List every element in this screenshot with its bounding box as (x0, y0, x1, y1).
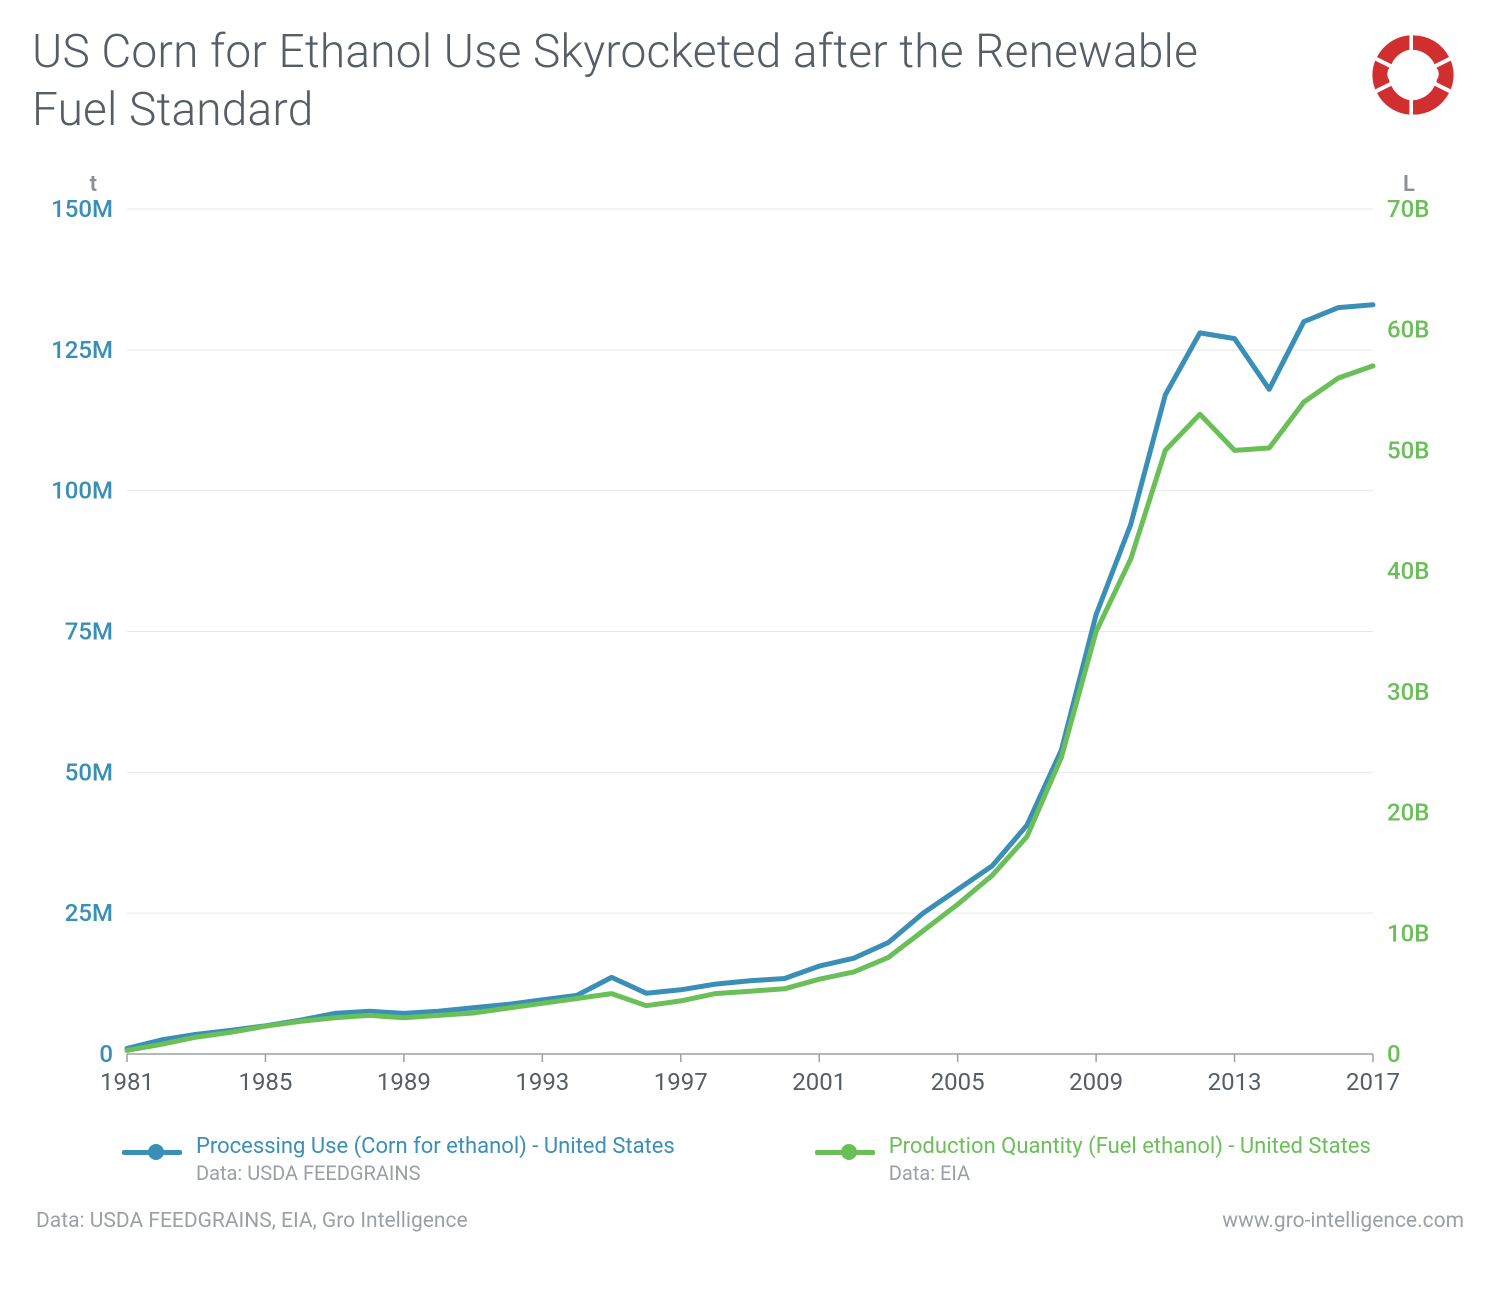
chart-title: US Corn for Ethanol Use Skyrocketed afte… (32, 24, 1232, 139)
svg-text:2013: 2013 (1208, 1068, 1262, 1096)
svg-text:75M: 75M (65, 618, 113, 646)
svg-text:50B: 50B (1387, 436, 1429, 464)
dual-axis-line-chart: 0 25M 50M 75M 100M 125M 150M 0 10B 20B 30B 40B 50B 60… (32, 161, 1468, 1116)
svg-text:30B: 30B (1387, 678, 1429, 706)
svg-text:70B: 70B (1387, 195, 1429, 223)
footer-url: www.gro-intelligence.com (1222, 1209, 1464, 1233)
svg-text:2009: 2009 (1069, 1068, 1123, 1096)
gro-logo-icon: GRO (1368, 30, 1458, 124)
svg-text:10B: 10B (1387, 919, 1429, 947)
svg-text:25M: 25M (65, 899, 113, 927)
svg-text:1997: 1997 (654, 1068, 708, 1096)
svg-text:50M: 50M (65, 758, 113, 786)
svg-text:100M: 100M (51, 477, 113, 505)
svg-text:0: 0 (1387, 1040, 1401, 1068)
svg-text:150M: 150M (51, 195, 113, 223)
svg-text:1993: 1993 (515, 1068, 569, 1096)
legend-label: Processing Use (Corn for ethanol) - Unit… (196, 1134, 675, 1159)
svg-text:L: L (1403, 172, 1415, 197)
svg-text:40B: 40B (1387, 557, 1429, 585)
svg-text:125M: 125M (51, 336, 113, 364)
legend-swatch-icon (815, 1140, 875, 1164)
legend-label: Production Quantity (Fuel ethanol) - Uni… (889, 1134, 1371, 1159)
svg-text:2005: 2005 (931, 1068, 985, 1096)
legend-item-production-qty: Production Quantity (Fuel ethanol) - Uni… (815, 1134, 1371, 1185)
svg-text:0: 0 (99, 1040, 113, 1068)
legend-item-processing-use: Processing Use (Corn for ethanol) - Unit… (122, 1134, 675, 1185)
footer-data-credit: Data: USDA FEEDGRAINS, EIA, Gro Intellig… (36, 1209, 468, 1233)
legend-swatch-icon (122, 1140, 182, 1164)
svg-text:GRO: GRO (1386, 61, 1439, 87)
svg-text:2001: 2001 (792, 1068, 846, 1096)
svg-text:t: t (90, 172, 97, 197)
svg-text:2017: 2017 (1346, 1068, 1400, 1096)
legend-source: Data: EIA (889, 1161, 1371, 1185)
svg-text:1981: 1981 (100, 1068, 154, 1096)
svg-text:1985: 1985 (238, 1068, 292, 1096)
legend: Processing Use (Corn for ethanol) - Unit… (32, 1134, 1468, 1185)
legend-source: Data: USDA FEEDGRAINS (196, 1161, 675, 1185)
svg-text:20B: 20B (1387, 799, 1429, 827)
svg-text:60B: 60B (1387, 316, 1429, 344)
svg-text:1989: 1989 (377, 1068, 431, 1096)
